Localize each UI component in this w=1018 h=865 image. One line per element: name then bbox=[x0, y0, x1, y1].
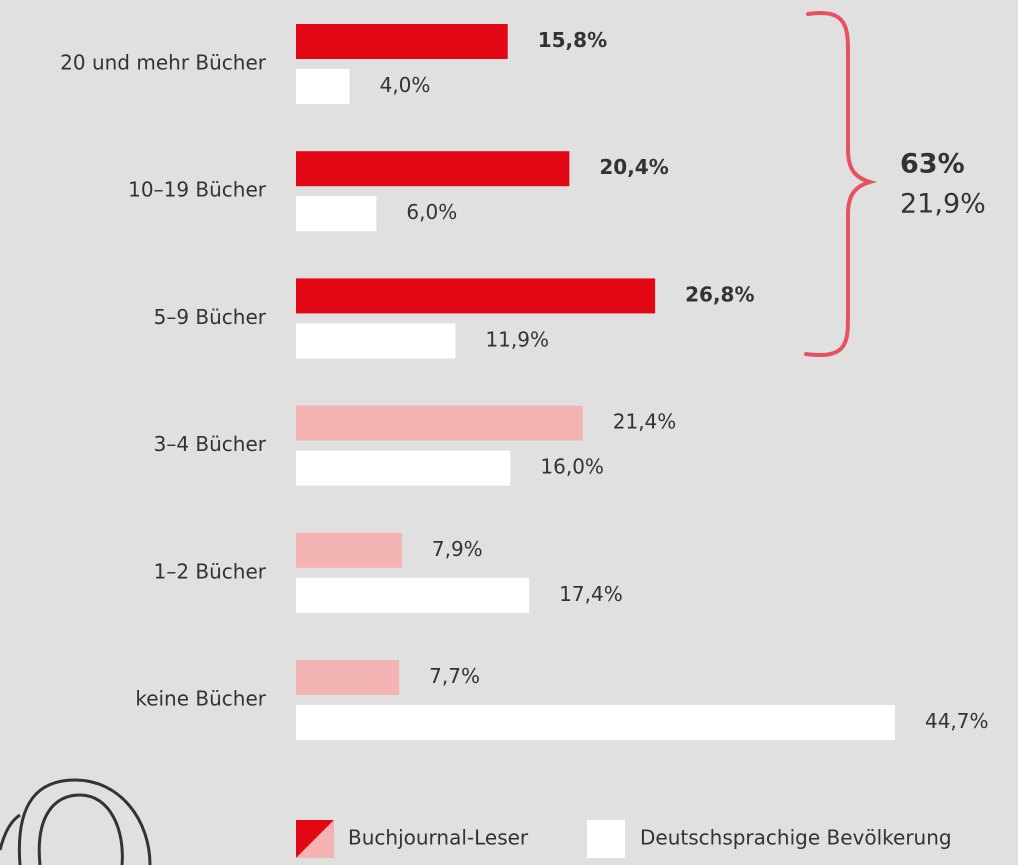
bar bbox=[296, 450, 511, 486]
value-label: 26,8% bbox=[685, 282, 754, 306]
value-label: 17,4% bbox=[559, 582, 623, 606]
bar bbox=[296, 69, 350, 104]
value-label: 4,0% bbox=[380, 73, 431, 97]
bar bbox=[296, 660, 400, 695]
bag-drawing bbox=[0, 778, 152, 865]
bar bbox=[296, 705, 895, 740]
legend-label: Deutschsprachige Bevölkerung bbox=[640, 826, 952, 850]
category-label: keine Bücher bbox=[135, 687, 266, 711]
category-label: 3–4 Bücher bbox=[154, 432, 267, 456]
value-label: 15,8% bbox=[538, 28, 607, 52]
bar bbox=[296, 151, 570, 187]
value-label: 44,7% bbox=[925, 709, 989, 733]
brace bbox=[804, 11, 878, 358]
category-label: 1–2 Bücher bbox=[154, 559, 267, 583]
value-label: 16,0% bbox=[540, 455, 604, 479]
bar bbox=[296, 24, 508, 59]
bar bbox=[296, 532, 402, 568]
value-label: 7,7% bbox=[429, 664, 480, 688]
bar bbox=[296, 196, 377, 232]
legend-swatch bbox=[296, 820, 334, 858]
bar bbox=[296, 405, 583, 441]
value-label: 20,4% bbox=[599, 155, 668, 179]
value-label: 11,9% bbox=[485, 327, 549, 351]
bar bbox=[296, 577, 530, 613]
category-label: 10–19 Bücher bbox=[128, 178, 267, 202]
bar bbox=[296, 278, 656, 314]
category-label: 20 und mehr Bücher bbox=[60, 51, 267, 75]
annotation: 21,9% bbox=[900, 189, 986, 220]
annotation: 63% bbox=[900, 149, 965, 180]
value-label: 7,9% bbox=[432, 537, 483, 561]
category-label: 5–9 Bücher bbox=[154, 305, 267, 329]
legend-label: Buchjournal-Leser bbox=[348, 826, 529, 850]
value-label: 6,0% bbox=[406, 200, 457, 224]
legend-swatch bbox=[587, 820, 625, 858]
value-label: 21,4% bbox=[613, 410, 677, 434]
bar bbox=[296, 323, 456, 359]
